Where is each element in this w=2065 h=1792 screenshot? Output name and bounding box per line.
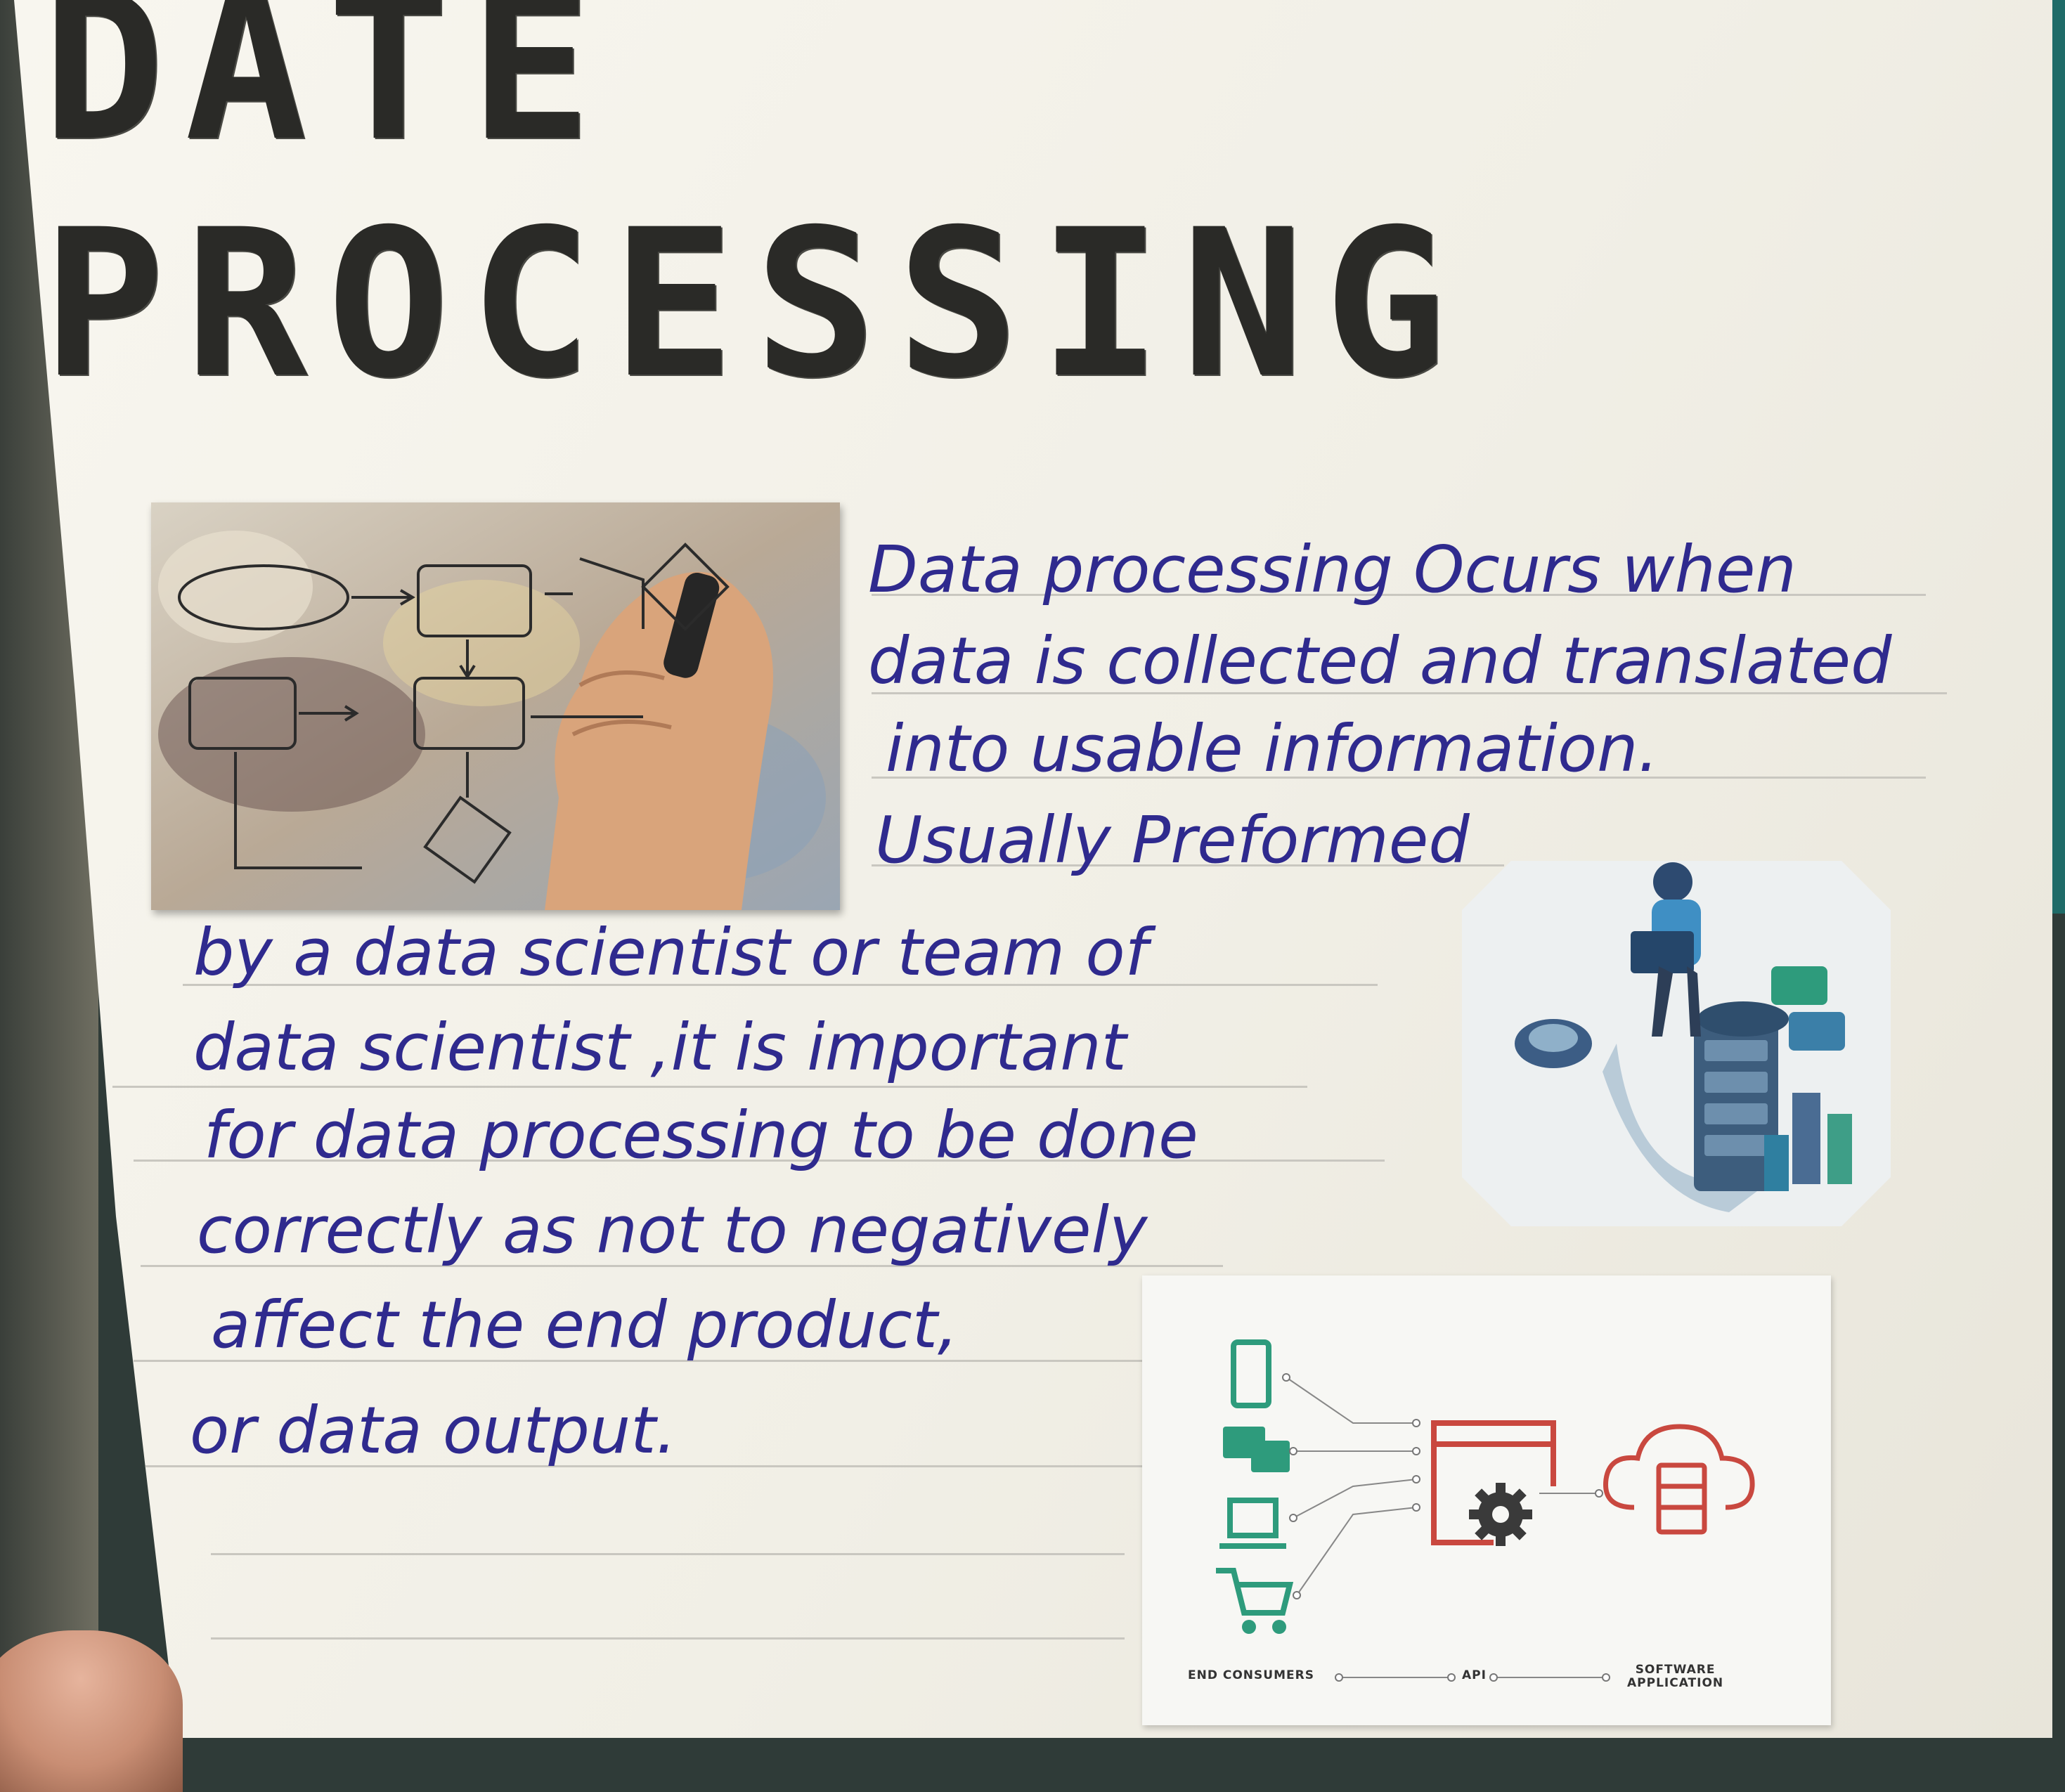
ruled-line [872, 692, 1947, 694]
paragraph-line: affect the end product, [211, 1287, 959, 1363]
holding-thumb [0, 1630, 183, 1792]
cloud-server-icon [1603, 1424, 1755, 1535]
ruled-line [134, 1160, 1385, 1162]
paragraph-line: Data processing Ocurs when [868, 532, 1797, 607]
gear-icon [1469, 1483, 1532, 1546]
phone-icon [1231, 1339, 1271, 1408]
paragraph-line: Usually Preformed [875, 803, 1470, 878]
api-label: API [1462, 1668, 1487, 1682]
paragraph-line: for data processing to be done [204, 1098, 1198, 1173]
ruled-line [872, 777, 1926, 779]
api-window-icon [1431, 1420, 1556, 1545]
ruled-line [141, 1265, 1223, 1267]
software-label-line: SOFTWARE [1635, 1663, 1716, 1677]
paragraph-line: data is collected and translated [868, 623, 1892, 699]
poster-title: DATE PROCESSING [42, 0, 1466, 423]
flowchart-hand-photo [151, 502, 840, 910]
laptop-icon [1219, 1498, 1286, 1549]
api-diagram [1216, 1339, 1755, 1682]
paragraph-line: data scientist ,it is important [193, 1010, 1127, 1085]
ruled-line [183, 984, 1378, 986]
ruled-line [134, 1360, 1223, 1362]
cart-icon [1216, 1568, 1294, 1634]
paragraph-line: correctly as not to negatively [197, 1193, 1148, 1268]
chat-icon [1223, 1427, 1290, 1472]
software-application-label: SOFTWARE APPLICATION [1627, 1663, 1723, 1689]
end-consumers-label: END CONSUMERS [1188, 1668, 1314, 1682]
application-label-line: APPLICATION [1627, 1675, 1724, 1690]
ruled-line [141, 1465, 1153, 1467]
api-diagram-photo: END CONSUMERS API SOFTWARE APPLICATION [1142, 1275, 1831, 1725]
ruled-line [211, 1637, 1125, 1640]
paragraph-line: by a data scientist or team of [193, 915, 1148, 990]
paragraph-line: or data output. [190, 1393, 677, 1468]
ruled-line [872, 864, 1504, 866]
ruled-line [211, 1553, 1125, 1555]
server-illustration [1462, 861, 1891, 1226]
ruled-line [112, 1086, 1307, 1088]
paragraph-line: into usable information. [886, 711, 1659, 786]
ruled-line [872, 594, 1926, 596]
